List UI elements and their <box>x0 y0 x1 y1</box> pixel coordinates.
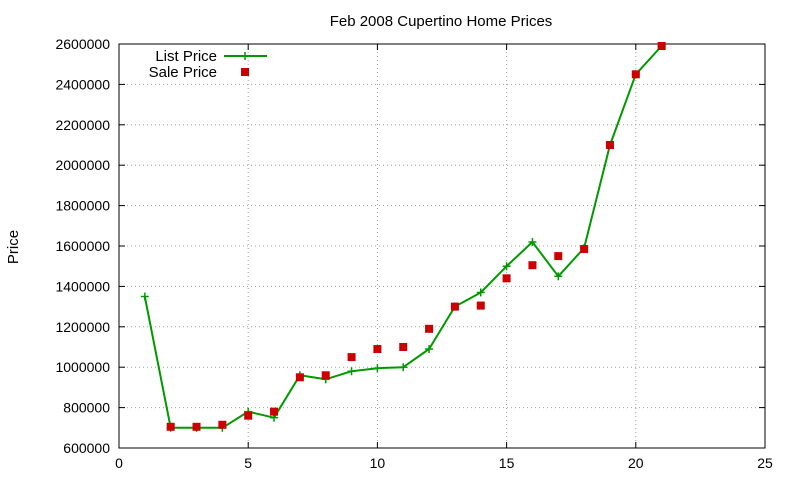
sale-price-point <box>631 70 640 79</box>
legend-label: Sale Price <box>149 64 217 81</box>
legend-label: List Price <box>155 48 217 65</box>
sale-price-point <box>476 301 485 310</box>
sale-price-point <box>450 302 459 311</box>
sale-price-point <box>373 345 382 354</box>
y-tick-label: 2600000 <box>55 36 110 52</box>
y-tick-label: 1400000 <box>55 278 110 294</box>
list-price-series <box>140 42 666 432</box>
axis-ticks: 600000 800000 1000000 1200000 1400000 1600000… <box>55 36 773 471</box>
legend-item-list-price: List Price <box>155 48 267 65</box>
y-tick-label: 600000 <box>63 440 110 456</box>
x-tick-label: 15 <box>499 455 515 471</box>
sale-price-point <box>270 407 279 416</box>
y-tick-label: 2000000 <box>55 157 110 173</box>
list-price-point <box>347 367 356 376</box>
y-tick-label: 1800000 <box>55 198 110 214</box>
list-price-point <box>554 272 563 281</box>
list-price-point <box>425 345 434 354</box>
sale-price-point <box>399 343 408 351</box>
list-price-point <box>373 364 382 373</box>
x-tick-label: 20 <box>628 455 644 471</box>
sale-price-point <box>192 422 201 431</box>
y-tick-label: 1000000 <box>55 359 110 375</box>
y-tick-label: 800000 <box>63 400 110 416</box>
sale-price-series <box>166 42 666 431</box>
sale-price-point <box>295 373 304 382</box>
x-tick-label: 25 <box>757 455 773 471</box>
sale-price-point <box>218 420 227 429</box>
grid <box>119 44 765 448</box>
chart-title: Feb 2008 Cupertino Home Prices <box>330 13 553 30</box>
list-price-point <box>502 262 511 271</box>
legend-item-sale-price: Sale Price <box>149 64 249 81</box>
y-tick-label: 2200000 <box>55 117 110 133</box>
list-price-point <box>528 237 537 246</box>
x-tick-label: 10 <box>370 455 386 471</box>
sale-price-point <box>657 42 666 51</box>
series <box>140 42 666 432</box>
y-tick-label: 1600000 <box>55 238 110 254</box>
list-price-point <box>476 288 485 297</box>
sale-price-point <box>347 353 356 362</box>
list-price-point <box>399 363 408 372</box>
y-axis-label: Price <box>5 230 22 264</box>
sale-price-point <box>554 252 563 261</box>
sale-price-point <box>502 274 511 283</box>
sale-price-point <box>425 324 434 333</box>
list-price-point <box>140 292 149 301</box>
x-tick-label: 5 <box>244 455 252 471</box>
y-tick-label: 1200000 <box>55 319 110 335</box>
sale-price-point <box>244 411 253 420</box>
x-tick-label: 0 <box>115 455 123 471</box>
sale-price-point <box>528 261 537 270</box>
sale-price-point <box>580 245 589 254</box>
y-tick-label: 2400000 <box>55 76 110 92</box>
legend-marker-sample <box>241 52 249 60</box>
sale-price-point <box>605 141 614 149</box>
sale-price-point <box>166 422 175 431</box>
sale-price-point <box>321 371 330 380</box>
legend-marker-sample <box>241 68 249 76</box>
